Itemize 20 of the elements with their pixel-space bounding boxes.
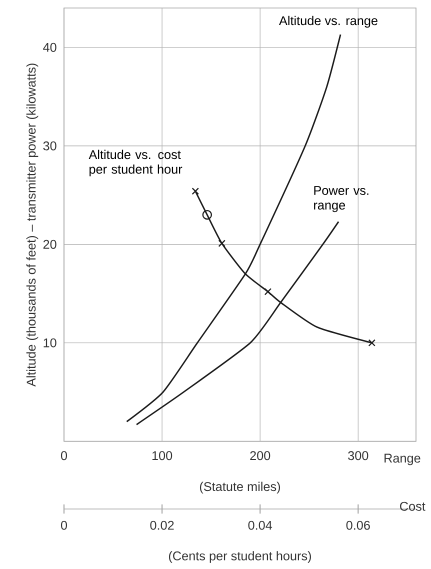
x-tick-label: 100	[152, 451, 172, 460]
x-tick-label: 200	[250, 451, 270, 460]
x2-axis-title: Cost	[400, 502, 426, 511]
series-label: Power vs. range	[314, 186, 368, 212]
y-tick-label: 30	[43, 141, 56, 150]
text: (Cents per student hours)	[168, 551, 311, 563]
x-tick-label: 300	[348, 451, 368, 460]
y-tick-label: 40	[43, 42, 56, 52]
series-label: Altitude vs. range	[279, 16, 378, 28]
y-axis-title: Altitude (thousands of feet) – transmitter power (kilowatts)	[26, 64, 38, 387]
x2-tick-label: 0.06	[346, 520, 370, 530]
x2-tick-label: 0.02	[150, 520, 174, 530]
x2-tick-label: 0	[60, 520, 68, 530]
x2-tick-label: 0.04	[248, 520, 272, 530]
series-label: Altitude vs. cost per student hour	[88, 150, 182, 176]
text: (Statute miles)	[200, 482, 280, 494]
y-tick-label: 10	[44, 338, 56, 348]
x-tick-label: 0	[60, 451, 68, 460]
y-tick-label: 20	[43, 240, 56, 249]
x-axis-title: Range	[384, 454, 420, 466]
